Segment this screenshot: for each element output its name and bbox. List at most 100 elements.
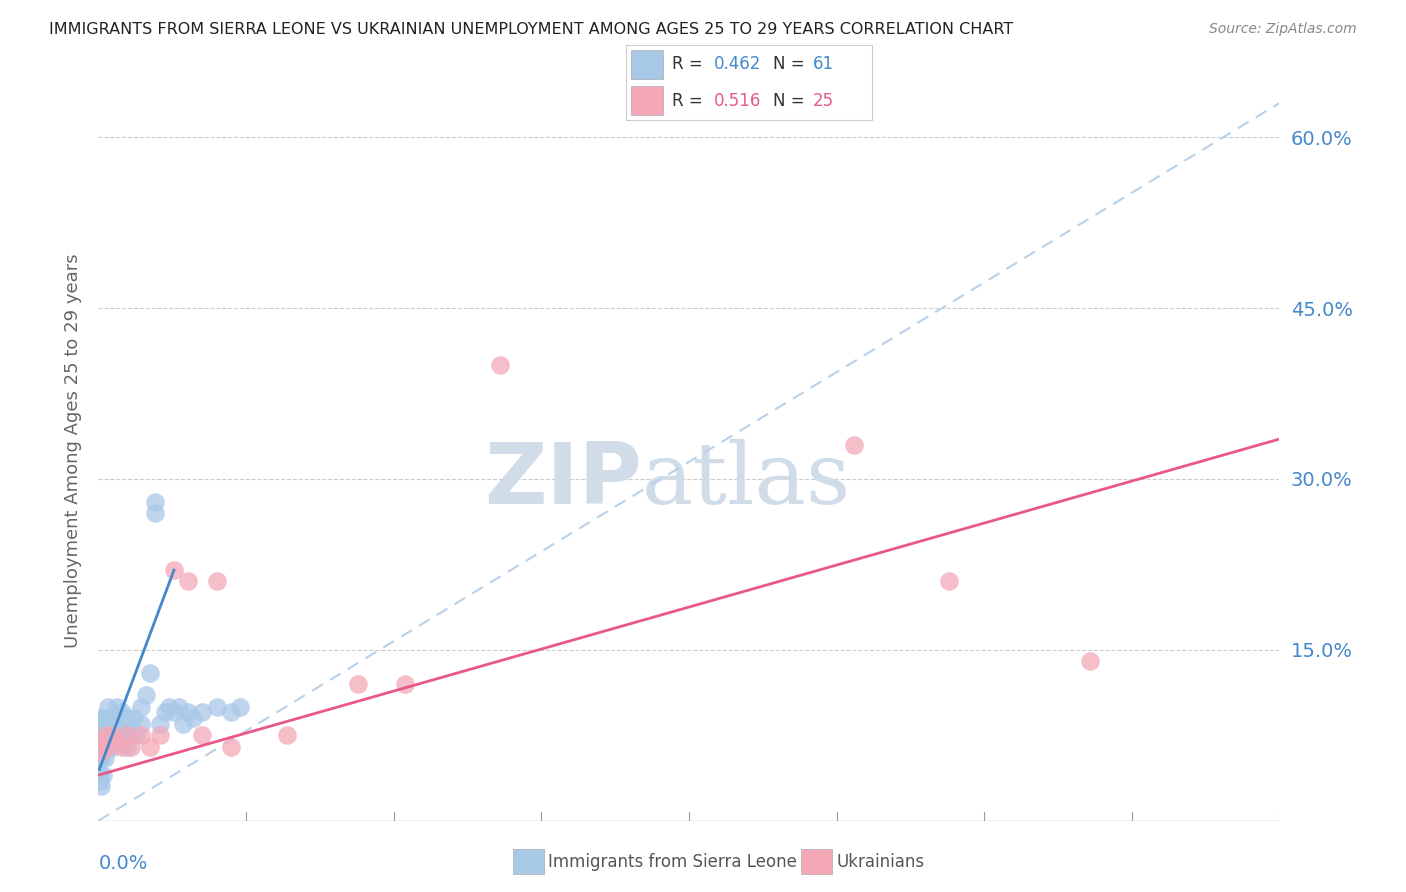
- Point: [181, 711, 204, 725]
- Point: [125, 728, 148, 742]
- Point: [167, 699, 190, 714]
- Point: [97, 728, 120, 742]
- Point: [93, 751, 115, 765]
- Text: Immigrants from Sierra Leone: Immigrants from Sierra Leone: [548, 853, 797, 871]
- Point: [122, 711, 145, 725]
- Point: [89, 716, 111, 731]
- Point: [89, 773, 111, 788]
- Point: [91, 723, 114, 737]
- Point: [97, 699, 120, 714]
- Point: [143, 506, 166, 520]
- Point: [177, 706, 200, 720]
- Text: IMMIGRANTS FROM SIERRA LEONE VS UKRAINIAN UNEMPLOYMENT AMONG AGES 25 TO 29 YEARS: IMMIGRANTS FROM SIERRA LEONE VS UKRAINIA…: [49, 22, 1014, 37]
- Text: atlas: atlas: [641, 439, 851, 522]
- Point: [89, 751, 111, 765]
- Point: [129, 716, 152, 731]
- Point: [229, 699, 252, 714]
- Point: [101, 711, 124, 725]
- Point: [97, 739, 120, 754]
- Point: [90, 739, 112, 754]
- Point: [191, 728, 214, 742]
- Text: 25: 25: [813, 92, 834, 110]
- Point: [94, 723, 117, 737]
- Point: [90, 734, 112, 748]
- Bar: [630, 87, 662, 115]
- Point: [105, 734, 128, 748]
- Point: [90, 728, 112, 742]
- Point: [101, 739, 124, 754]
- Point: [108, 723, 131, 737]
- Point: [139, 739, 162, 754]
- Point: [111, 739, 134, 754]
- Point: [219, 739, 242, 754]
- Point: [153, 706, 176, 720]
- Point: [91, 734, 114, 748]
- Text: R =: R =: [672, 92, 709, 110]
- Point: [111, 706, 134, 720]
- Point: [489, 358, 512, 372]
- Y-axis label: Unemployment Among Ages 25 to 29 years: Unemployment Among Ages 25 to 29 years: [63, 253, 82, 648]
- Text: Ukrainians: Ukrainians: [837, 853, 925, 871]
- Point: [149, 728, 172, 742]
- Point: [96, 728, 118, 742]
- Point: [90, 751, 112, 765]
- Point: [163, 706, 186, 720]
- Text: N =: N =: [773, 92, 810, 110]
- Point: [105, 734, 128, 748]
- Point: [205, 699, 228, 714]
- Point: [115, 739, 138, 754]
- Point: [90, 780, 112, 794]
- Text: 0.0%: 0.0%: [98, 854, 148, 873]
- Point: [97, 739, 120, 754]
- Point: [205, 574, 228, 589]
- Point: [219, 706, 242, 720]
- Point: [143, 494, 166, 508]
- Point: [347, 677, 370, 691]
- Point: [129, 699, 152, 714]
- Point: [94, 734, 117, 748]
- Point: [276, 728, 298, 742]
- Point: [94, 728, 117, 742]
- Point: [149, 716, 172, 731]
- Point: [844, 438, 866, 452]
- Point: [91, 739, 114, 754]
- Bar: [630, 50, 662, 78]
- Point: [103, 728, 125, 742]
- Point: [163, 563, 186, 577]
- Point: [394, 677, 416, 691]
- Point: [98, 716, 121, 731]
- Point: [101, 728, 124, 742]
- Point: [121, 723, 143, 737]
- Text: Source: ZipAtlas.com: Source: ZipAtlas.com: [1209, 22, 1357, 37]
- Point: [938, 574, 960, 589]
- Point: [191, 706, 214, 720]
- Point: [89, 745, 111, 759]
- Point: [89, 734, 111, 748]
- Point: [90, 745, 112, 759]
- Point: [105, 699, 128, 714]
- Point: [104, 716, 127, 731]
- Point: [89, 739, 111, 754]
- Point: [93, 728, 115, 742]
- Point: [157, 699, 180, 714]
- Point: [111, 734, 134, 748]
- Text: ZIP: ZIP: [484, 439, 641, 522]
- Point: [91, 711, 114, 725]
- Point: [112, 728, 135, 742]
- Point: [90, 711, 112, 725]
- Point: [135, 689, 157, 703]
- Text: 61: 61: [813, 55, 834, 73]
- Point: [91, 745, 114, 759]
- Point: [115, 711, 138, 725]
- Text: R =: R =: [672, 55, 709, 73]
- Text: 0.462: 0.462: [714, 55, 762, 73]
- Point: [172, 716, 194, 731]
- Point: [89, 768, 111, 782]
- Point: [177, 574, 200, 589]
- Point: [129, 728, 152, 742]
- Point: [139, 665, 162, 680]
- Text: 0.516: 0.516: [714, 92, 762, 110]
- Point: [94, 739, 117, 754]
- Point: [115, 728, 138, 742]
- Point: [96, 711, 118, 725]
